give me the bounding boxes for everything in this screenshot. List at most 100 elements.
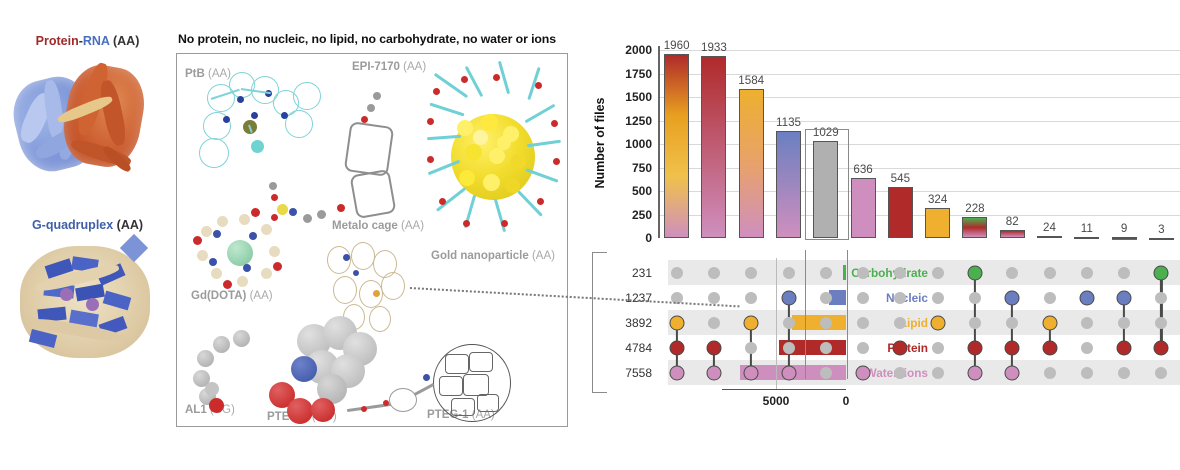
bar-2[interactable] — [738, 89, 764, 238]
matrix-dot[interactable] — [1155, 316, 1168, 329]
matrix-dot[interactable] — [1080, 366, 1093, 379]
g-quadruplex-structure — [0, 232, 175, 372]
matrix-dot[interactable] — [707, 316, 720, 329]
matrix-dot[interactable] — [931, 291, 944, 304]
matrix-dot[interactable] — [1043, 366, 1056, 379]
matrix-dot[interactable] — [819, 341, 832, 354]
matrix-dot[interactable] — [670, 266, 683, 279]
matrix-dot[interactable] — [1155, 366, 1168, 379]
matrix-dot[interactable] — [857, 266, 870, 279]
gd-dota-label: Gd(DOTA) (AA) — [191, 290, 273, 302]
upset-plot: Number of files 0 250 500 750 1000 1250 1500 17… — [409, 39, 1180, 440]
bar-8[interactable] — [962, 216, 988, 238]
gridline — [658, 191, 1180, 192]
matrix-dot[interactable] — [781, 290, 796, 305]
bar-4[interactable] — [813, 141, 839, 238]
bar-3[interactable] — [776, 131, 801, 238]
bar-9[interactable] — [999, 230, 1025, 238]
matrix-dot[interactable] — [1080, 266, 1093, 279]
bar-1[interactable] — [701, 56, 727, 238]
matrix-dot[interactable] — [1042, 340, 1057, 355]
matrix-dot[interactable] — [669, 365, 685, 380]
matrix-dot[interactable] — [782, 266, 795, 279]
bar-12[interactable] — [1111, 237, 1137, 240]
highlight-extension-right — [846, 250, 849, 379]
set-axis-tick-0: 0 — [842, 394, 850, 408]
set-bar-carbohydrate[interactable] — [842, 265, 846, 280]
matrix-dot[interactable] — [1042, 315, 1057, 330]
matrix-dot[interactable] — [745, 266, 758, 279]
matrix-dot[interactable] — [1079, 290, 1095, 305]
matrix-dot[interactable] — [967, 340, 983, 355]
matrix-dot[interactable] — [743, 315, 759, 330]
matrix-dot[interactable] — [894, 316, 907, 329]
bar-11[interactable] — [1074, 236, 1100, 240]
bar-10[interactable] — [1037, 235, 1062, 239]
matrix-dot[interactable] — [819, 316, 832, 329]
matrix-dot[interactable] — [894, 266, 907, 279]
matrix-dot[interactable] — [706, 365, 722, 380]
highlight-box[interactable] — [804, 129, 849, 240]
matrix-dot[interactable] — [967, 365, 983, 380]
matrix-dot[interactable] — [1043, 291, 1056, 304]
matrix-dot[interactable] — [819, 266, 832, 279]
matrix-dot[interactable] — [745, 291, 758, 304]
bar-0[interactable] — [664, 53, 690, 238]
matrix-dot[interactable] — [1118, 366, 1131, 379]
bar-5[interactable] — [850, 178, 876, 238]
matrix-dot[interactable] — [967, 265, 983, 280]
matrix-dot[interactable] — [1116, 340, 1132, 355]
matrix-dot[interactable] — [1118, 266, 1131, 279]
matrix-dot[interactable] — [857, 316, 870, 329]
matrix-dot[interactable] — [1006, 316, 1019, 329]
matrix-dot[interactable] — [1116, 290, 1132, 305]
matrix-dot[interactable] — [1118, 316, 1131, 329]
bar-13[interactable] — [1148, 237, 1174, 241]
matrix-dot[interactable] — [781, 365, 796, 380]
matrix-dot[interactable] — [931, 266, 944, 279]
matrix-dot[interactable] — [706, 340, 722, 355]
matrix-dot[interactable] — [1153, 340, 1169, 355]
matrix-dot[interactable] — [1006, 266, 1019, 279]
matrix-dot[interactable] — [1004, 290, 1020, 305]
ptb-label: PtB (AA) — [185, 68, 231, 80]
matrix-dot[interactable] — [669, 315, 685, 330]
matrix-dot[interactable] — [931, 341, 944, 354]
matrix-dot[interactable] — [782, 341, 795, 354]
set-bar-lipid[interactable] — [791, 315, 846, 330]
matrix-dot[interactable] — [1153, 265, 1169, 280]
bar-7[interactable] — [925, 207, 951, 238]
matrix-dot[interactable] — [1155, 291, 1168, 304]
bar-6[interactable] — [887, 186, 913, 238]
matrix-dot[interactable] — [782, 316, 795, 329]
matrix-dot[interactable] — [819, 366, 832, 379]
matrix-dot[interactable] — [968, 291, 981, 304]
matrix-dot[interactable] — [968, 316, 981, 329]
bar-value-1: 1933 — [701, 41, 727, 55]
set-label-lipid: Lipid — [899, 316, 928, 330]
matrix-dot[interactable] — [745, 341, 758, 354]
matrix-dot[interactable] — [857, 291, 870, 304]
matrix-dot[interactable] — [930, 315, 946, 330]
matrix-dot[interactable] — [857, 341, 870, 354]
set-size-lipid: 3892 — [625, 316, 652, 330]
matrix-dot[interactable] — [855, 365, 871, 380]
matrix-dot[interactable] — [707, 291, 720, 304]
matrix-dot[interactable] — [1004, 340, 1020, 355]
matrix-dot[interactable] — [670, 291, 683, 304]
matrix-dot[interactable] — [1004, 365, 1020, 380]
matrix-dot[interactable] — [819, 291, 832, 304]
matrix-dot[interactable] — [1080, 341, 1093, 354]
matrix-dot[interactable] — [1080, 316, 1093, 329]
matrix-dot[interactable] — [707, 266, 720, 279]
matrix-dot[interactable] — [894, 366, 907, 379]
set-matrix: 231Carbohydrate1237Nucleic3892Lipid4784P… — [592, 250, 1180, 440]
matrix-dot[interactable] — [931, 366, 944, 379]
matrix-dot[interactable] — [892, 340, 908, 355]
set-bar-nucleic[interactable] — [828, 290, 846, 305]
matrix-dot[interactable] — [1043, 266, 1056, 279]
matrix-dot[interactable] — [669, 340, 685, 355]
matrix-dot[interactable] — [894, 291, 907, 304]
gridline — [658, 120, 1180, 122]
matrix-dot[interactable] — [743, 365, 759, 380]
